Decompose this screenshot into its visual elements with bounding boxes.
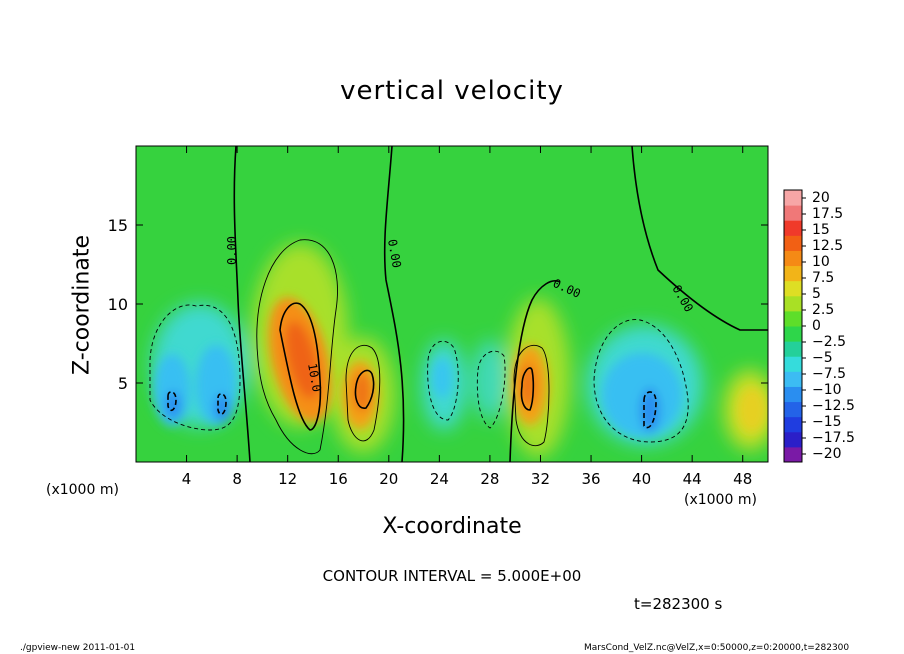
x-tick-label: 20 <box>379 470 398 488</box>
contour-10-12km <box>279 302 322 431</box>
colorbar-label: −17.5 <box>812 430 855 446</box>
contour-label: 10.0 <box>305 362 324 393</box>
colorbar-label: 7.5 <box>812 270 835 286</box>
colorbar-label: 15 <box>812 222 830 238</box>
colorbar-swatch <box>784 371 802 387</box>
contour-neg5-5km <box>149 304 241 431</box>
contour-10-18km <box>354 369 375 409</box>
colorbar-swatch <box>784 295 802 312</box>
x-unit-label-left: (x1000 m) <box>46 482 119 498</box>
contour-neg5-28km <box>476 350 506 429</box>
colorbar-label: −12.5 <box>812 398 855 414</box>
colorbar-label: −7.5 <box>812 366 846 382</box>
y-tick-label: 15 <box>108 216 128 235</box>
contour-neg10-40km <box>643 391 657 429</box>
colorbar-swatch <box>784 356 802 372</box>
x-tick-label: 8 <box>232 470 242 488</box>
colorbar-label: −10 <box>812 382 842 398</box>
x-tick-label: 32 <box>531 470 550 488</box>
x-axis: 4 8 12 16 20 24 28 32 36 40 44 48 <box>182 146 752 488</box>
contour-interval-text: CONTOUR INTERVAL = 5.000E+00 <box>322 567 582 585</box>
zero-contour-2 <box>383 146 405 462</box>
x-tick-label: 48 <box>733 470 752 488</box>
contour-lines <box>149 146 768 462</box>
zero-contour-1 <box>233 146 251 462</box>
colorbar-swatch <box>784 386 802 403</box>
y-tick-label: 5 <box>118 374 128 393</box>
colorbar-swatch <box>784 250 802 267</box>
contour-5-12km <box>256 239 338 455</box>
colorbar-label: 12.5 <box>812 238 844 254</box>
contour-10-31km <box>520 367 535 411</box>
y-axis: 5 10 15 <box>108 216 768 393</box>
downdraft-peak-3km <box>165 391 181 419</box>
colorbar-label: −5 <box>812 350 833 366</box>
x-tick-label: 4 <box>182 470 192 488</box>
colorbar-swatch <box>784 326 802 342</box>
colorbar-swatch <box>784 446 802 463</box>
x-tick-label: 24 <box>430 470 449 488</box>
contour-5-18km <box>345 344 381 442</box>
colorbar-label: 0 <box>812 318 821 334</box>
updraft-core-48km <box>738 388 766 432</box>
chart-title: vertical velocity <box>340 76 564 106</box>
footer-source: MarsCond_VelZ.nc@VelZ,x=0:50000,z=0:2000… <box>584 643 850 653</box>
colorbar-swatch <box>784 401 802 418</box>
zero-contour-4 <box>509 280 561 462</box>
colorbar-label: 2.5 <box>812 302 835 318</box>
x-tick-label: 12 <box>278 470 297 488</box>
contour-label: 0.00 <box>225 236 239 265</box>
colorbar-swatch <box>784 416 802 433</box>
downdraft-peak-6km <box>214 394 230 422</box>
contour-label: 0.00 <box>385 238 404 269</box>
colorbar <box>783 189 806 463</box>
colorbar-swatch <box>784 190 802 206</box>
colorbar-swatch <box>784 341 802 357</box>
colorbar-label: −15 <box>812 414 842 430</box>
time-label: t=282300 s <box>634 595 723 613</box>
x-unit-label-right: (x1000 m) <box>684 492 757 508</box>
colorbar-swatch <box>784 220 802 236</box>
colorbar-label: 20 <box>812 190 830 206</box>
contour-neg10-6km <box>217 393 227 415</box>
colorbar-label: 10 <box>812 254 830 270</box>
colorbar-label: −20 <box>812 446 842 462</box>
x-tick-label: 16 <box>329 470 348 488</box>
colorbar-swatch <box>784 310 802 327</box>
x-tick-label: 36 <box>581 470 600 488</box>
contour-neg5-24km <box>427 340 459 421</box>
colorbar-label: 17.5 <box>812 206 844 222</box>
colorbar-swatch <box>784 205 802 221</box>
contour-5-31km <box>513 344 550 447</box>
contour-neg10-3km <box>167 391 177 412</box>
contour-neg5-40km <box>593 319 689 443</box>
colorbar-swatch <box>784 235 802 251</box>
y-tick-label: 10 <box>108 295 128 314</box>
x-tick-label: 44 <box>683 470 702 488</box>
colorbar-label: −2.5 <box>812 334 846 350</box>
zero-contour-3 <box>631 146 768 331</box>
footer-program-date: ./gpview-new 2011-01-01 <box>20 643 136 653</box>
colorbar-swatch <box>784 280 802 297</box>
downdraft-core-24km <box>432 358 452 398</box>
x-tick-label: 28 <box>480 470 499 488</box>
colorbar-label: 5 <box>812 286 821 302</box>
updraft-peak-12km <box>285 321 319 399</box>
x-tick-label: 40 <box>632 470 651 488</box>
downdraft-core-40km <box>602 353 682 437</box>
x-axis-title: X-coordinate <box>382 514 522 539</box>
colorbar-swatch <box>784 265 802 282</box>
y-axis-title: Z-coordinate <box>69 235 95 375</box>
colorbar-swatch <box>784 431 802 448</box>
downdraft-core-3km <box>154 354 190 426</box>
